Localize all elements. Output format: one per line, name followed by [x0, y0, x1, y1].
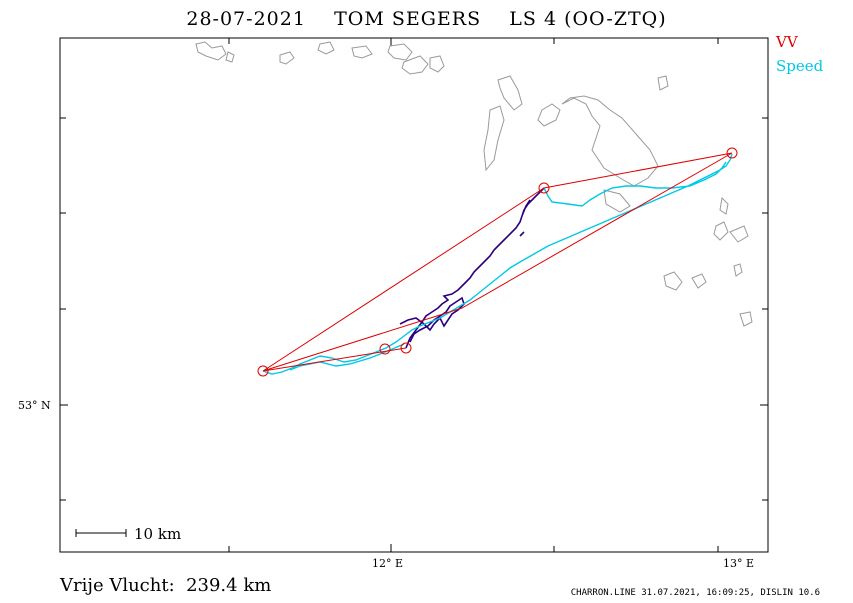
- turnpoint-marker: [379, 343, 391, 355]
- title-glider: LS 4 (OO-ZTQ): [509, 8, 667, 30]
- scale-label: 10 km: [134, 525, 182, 543]
- turnpoint-marker: [538, 182, 550, 194]
- scale-bar: [75, 529, 127, 537]
- title-pilot: TOM SEGERS: [334, 8, 482, 30]
- title-date: 28-07-2021: [186, 8, 306, 30]
- flight-track: [399, 187, 545, 349]
- map-title: 28-07-2021 TOM SEGERS LS 4 (OO-ZTQ): [0, 8, 853, 30]
- turnpoint-marker: [726, 147, 738, 159]
- turnpoint-marker: [257, 365, 269, 377]
- free-flight-distance: Vrije Vlucht: 239.4 km: [60, 575, 272, 596]
- coastline: [195, 41, 753, 327]
- map-frame: [59, 37, 769, 553]
- footer-info: CHARRON.LINE 31.07.2021, 16:09:25, DISLI…: [570, 588, 820, 598]
- turnpoint-marker: [400, 342, 412, 354]
- legend-vv: VV: [776, 33, 798, 51]
- lon-label-12e: 12° E: [372, 557, 404, 570]
- vv-route: [262, 152, 733, 372]
- lat-label-53n: 53° N: [18, 399, 51, 412]
- speed-track: [262, 153, 733, 375]
- legend-speed: Speed: [776, 57, 824, 75]
- lon-label-13e: 13° E: [723, 557, 755, 570]
- axis-ticks: [60, 38, 768, 552]
